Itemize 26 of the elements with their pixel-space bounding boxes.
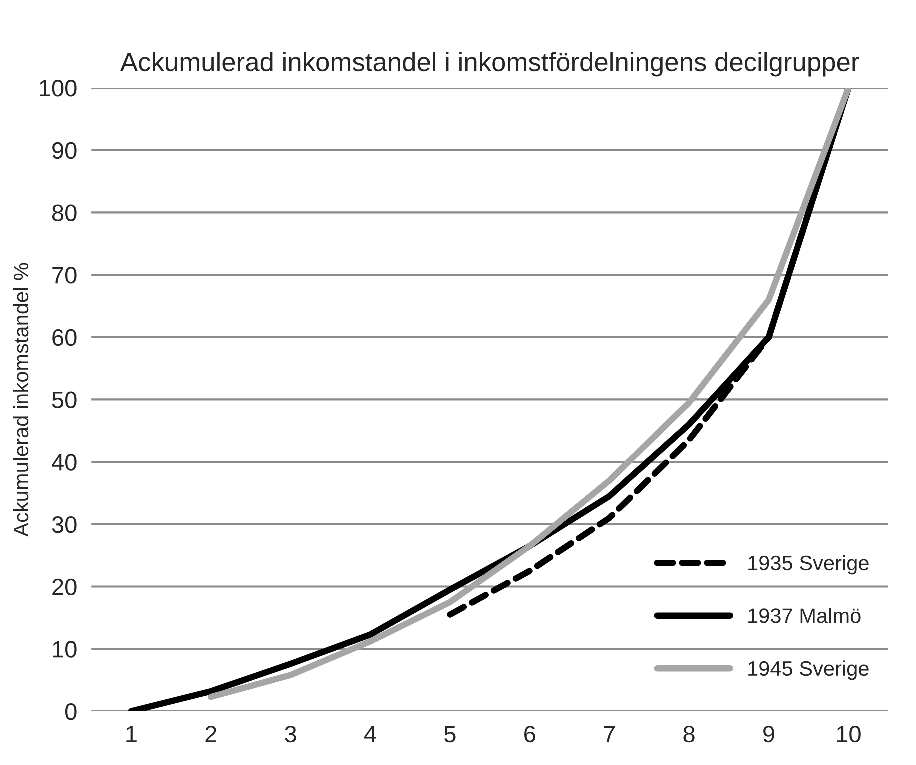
x-tick-label: 1 — [126, 726, 137, 742]
x-tick-label: 3 — [285, 726, 296, 743]
y-tick-label: 70 — [52, 267, 77, 284]
y-tick-label: 30 — [52, 516, 77, 534]
y-tick-label: 80 — [52, 204, 77, 222]
legend-label: 1937 Malmö — [748, 608, 861, 624]
x-tick-label: 6 — [524, 726, 536, 743]
y-axis-title: Ackumulerad inkomstandel % — [13, 263, 29, 537]
x-tick-label: 5 — [444, 726, 456, 743]
x-tick-label: 10 — [837, 726, 861, 743]
legend-label: 1945 Sverige — [748, 660, 869, 680]
y-tick-label: 60 — [52, 329, 77, 346]
y-tick-label: 90 — [52, 142, 77, 160]
y-tick-label: 100 — [40, 80, 77, 97]
y-tick-label: 0 — [66, 704, 77, 720]
x-tick-label: 2 — [206, 726, 217, 742]
x-tick-label: 7 — [604, 726, 615, 742]
x-tick-label: 8 — [684, 726, 695, 743]
y-tick-label: 40 — [52, 454, 77, 471]
chart-title: Ackumulerad inkomstandel i inkomstfördelningens decilgrupper — [120, 52, 860, 77]
legend-label: 1935 Sverige — [748, 555, 869, 575]
y-tick-label: 50 — [52, 392, 77, 408]
x-tick-label: 4 — [364, 726, 376, 742]
x-tick-label: 9 — [764, 726, 774, 743]
y-tick-label: 20 — [52, 578, 77, 596]
y-tick-label: 10 — [53, 641, 77, 658]
